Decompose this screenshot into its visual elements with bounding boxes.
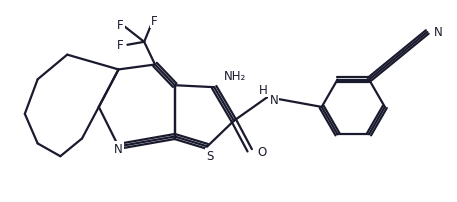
Text: F: F [151,15,157,27]
Text: F: F [117,18,124,31]
Text: H: H [259,83,268,96]
Text: N: N [434,26,443,39]
Text: S: S [207,149,214,162]
Text: N: N [114,142,123,155]
Text: O: O [258,145,267,158]
Text: F: F [117,39,123,52]
Text: NH₂: NH₂ [224,69,246,82]
Text: N: N [270,93,278,106]
